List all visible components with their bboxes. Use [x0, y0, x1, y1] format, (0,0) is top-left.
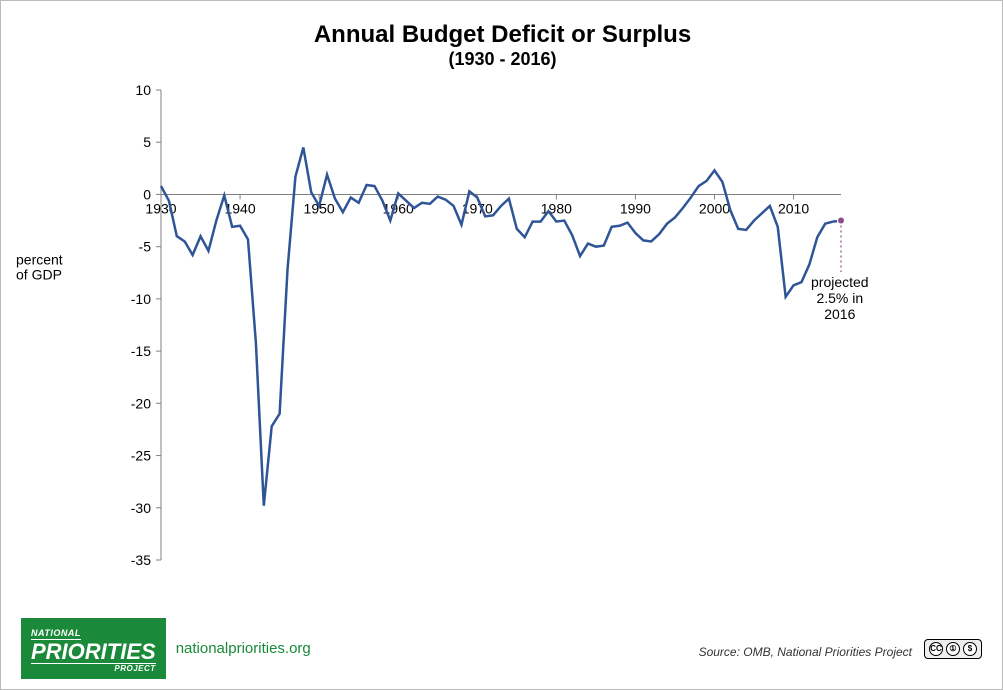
- footer: NATIONAL PRIORITIES PROJECT nationalprio…: [21, 618, 982, 679]
- line-chart-svg: 1050-5-10-15-20-25-30-351930194019501960…: [121, 80, 961, 580]
- chart-title-block: Annual Budget Deficit or Surplus (1930 -…: [1, 21, 1003, 70]
- chart-title: Annual Budget Deficit or Surplus: [1, 21, 1003, 49]
- svg-text:2000: 2000: [699, 200, 730, 216]
- footer-url: nationalpriorities.org: [176, 640, 311, 657]
- cc-license-badge: CC ① $: [924, 639, 982, 659]
- svg-text:-15: -15: [131, 343, 151, 359]
- svg-text:-10: -10: [131, 291, 151, 307]
- y-axis-label: percentof GDP: [16, 252, 63, 283]
- svg-text:-20: -20: [131, 395, 151, 411]
- footer-right: Source: OMB, National Priorities Project…: [699, 639, 982, 659]
- svg-text:-35: -35: [131, 552, 151, 568]
- svg-text:1990: 1990: [620, 200, 651, 216]
- footer-left: NATIONAL PRIORITIES PROJECT nationalprio…: [21, 618, 311, 679]
- source-text: Source: OMB, National Priorities Project: [699, 645, 912, 659]
- logo-line3: PROJECT: [31, 663, 156, 673]
- svg-text:-25: -25: [131, 448, 151, 464]
- logo-line2: PRIORITIES: [31, 641, 156, 663]
- svg-text:2010: 2010: [778, 200, 809, 216]
- cc-nc-icon: $: [963, 642, 977, 656]
- cc-by-icon: ①: [946, 642, 960, 656]
- svg-text:-5: -5: [139, 239, 152, 255]
- plot-wrap: percentof GDP 1050-5-10-15-20-25-30-3519…: [121, 80, 1003, 585]
- svg-text:10: 10: [135, 82, 151, 98]
- cc-icon: CC: [929, 642, 943, 656]
- svg-text:5: 5: [143, 134, 151, 150]
- svg-text:-30: -30: [131, 500, 151, 516]
- projection-annotation: projected2.5% in2016: [811, 274, 869, 322]
- chart-subtitle: (1930 - 2016): [1, 49, 1003, 70]
- npp-logo: NATIONAL PRIORITIES PROJECT: [21, 618, 166, 679]
- chart-container: Annual Budget Deficit or Surplus (1930 -…: [1, 21, 1003, 641]
